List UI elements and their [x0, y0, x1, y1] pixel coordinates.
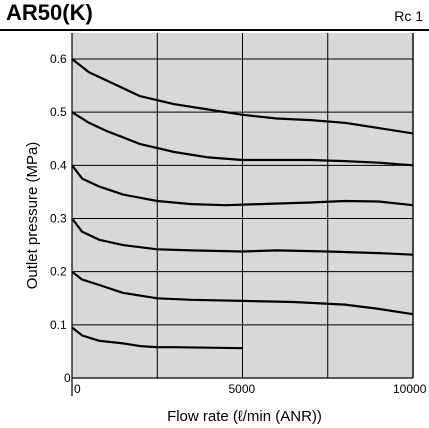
chart-title: AR50(K) [6, 0, 93, 25]
y-tick-label: 0.4 [50, 158, 67, 172]
y-tick-label: 0.5 [50, 105, 67, 119]
y-tick-label: 0.1 [50, 318, 67, 332]
series-line-2 [71, 270, 414, 316]
y-axis-label: Outlet pressure (MPa) [24, 142, 41, 290]
title-divider [0, 29, 429, 31]
y-tick-label: 0.3 [50, 212, 67, 226]
series-group [71, 58, 414, 350]
x-tick-labels: 0 5000 10000 [74, 382, 427, 396]
series-line-6 [71, 58, 414, 135]
port-size-label: Rc 1 [394, 8, 423, 24]
y-tick-label: 0.6 [50, 52, 67, 66]
series-line-5 [71, 111, 414, 167]
y-tick-label: 0.2 [50, 265, 67, 279]
series-line-3 [71, 217, 414, 256]
y-origin-label: 0 [64, 371, 71, 385]
y-tick-labels: 0.1 0.2 0.3 0.4 0.5 0.6 0 [50, 52, 71, 385]
x-axis-label: Flow rate (ℓ/min (ANR)) [167, 408, 322, 425]
x-tick-label: 5000 [229, 382, 256, 396]
x-tick-label: 0 [74, 382, 81, 396]
x-tick-label: 10000 [393, 382, 427, 396]
series-line-1 [71, 326, 243, 350]
series-line-4 [71, 164, 414, 207]
grid-lines [72, 33, 414, 378]
